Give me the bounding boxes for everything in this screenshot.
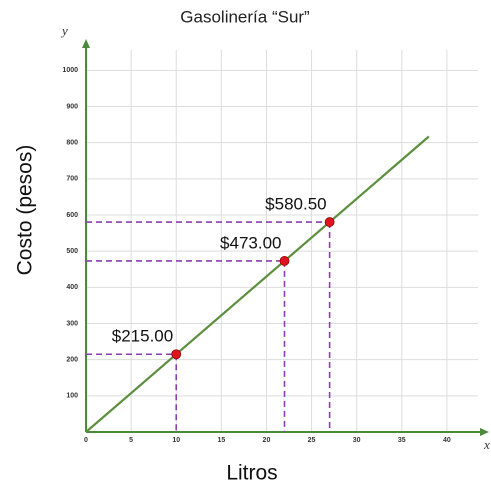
x-axis-label: Litros	[226, 462, 277, 485]
data-label: $215.00	[112, 327, 173, 346]
data-line	[85, 135, 430, 433]
y-tick-label: 600	[66, 212, 78, 219]
y-tick-label: 100	[66, 393, 78, 400]
y-axis-arrow	[82, 39, 90, 48]
y-tick-label: 400	[66, 284, 78, 291]
x-tick-label: 5	[129, 437, 133, 444]
x-tick-label: 10	[172, 437, 180, 444]
x-tick-label: 30	[353, 437, 361, 444]
x-tick-label: 40	[443, 437, 451, 444]
x-axis-arrow	[480, 428, 489, 436]
data-point	[324, 217, 335, 227]
y-tick-label: 200	[66, 357, 78, 364]
y-axis-label: Costo (pesos)	[14, 145, 37, 276]
data-label: $580.50	[265, 195, 326, 214]
y-axis-letter: y	[60, 23, 68, 38]
x-tick-label: 0	[84, 437, 88, 444]
data-point	[279, 256, 290, 266]
data-point	[171, 349, 182, 360]
x-axis-letter: x	[483, 437, 490, 452]
x-tick-label: 15	[217, 437, 225, 444]
y-tick-label: 900	[66, 103, 78, 110]
y-tick-label: 700	[66, 176, 78, 183]
y-tick-label: 500	[66, 248, 78, 255]
y-tick-label: 800	[66, 139, 78, 146]
x-tick-label: 35	[398, 437, 406, 444]
data-label: $473.00	[220, 233, 281, 252]
x-tick-label: 25	[308, 437, 316, 444]
x-tick-label: 20	[263, 437, 271, 444]
chart-title: Gasolinería “Sur”	[180, 7, 310, 26]
y-tick-label: 300	[66, 320, 78, 327]
y-tick-label: 1000	[62, 67, 78, 74]
